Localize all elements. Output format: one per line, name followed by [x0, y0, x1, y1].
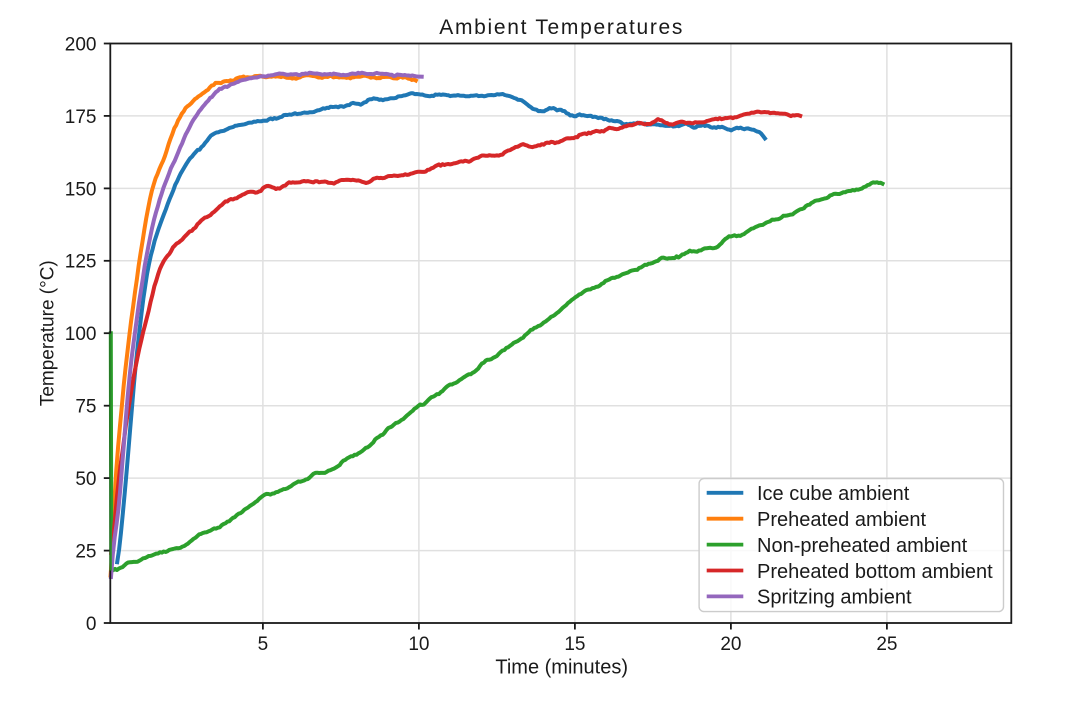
- svg-text:25: 25: [876, 634, 897, 655]
- svg-text:5: 5: [258, 634, 269, 655]
- svg-text:150: 150: [65, 179, 97, 200]
- svg-text:100: 100: [65, 324, 97, 345]
- svg-text:200: 200: [65, 34, 97, 55]
- svg-text:Non-preheated ambient: Non-preheated ambient: [757, 535, 968, 557]
- svg-text:25: 25: [75, 542, 96, 563]
- svg-text:Preheated ambient: Preheated ambient: [757, 509, 926, 531]
- svg-text:0: 0: [86, 614, 97, 635]
- svg-text:15: 15: [564, 634, 585, 655]
- svg-text:50: 50: [75, 469, 96, 490]
- svg-text:20: 20: [720, 634, 741, 655]
- svg-text:10: 10: [408, 634, 429, 655]
- svg-text:Temperature (°C): Temperature (°C): [37, 260, 58, 406]
- svg-text:Time (minutes): Time (minutes): [495, 656, 628, 678]
- svg-text:75: 75: [75, 397, 96, 418]
- svg-text:Ambient Temperatures: Ambient Temperatures: [439, 16, 684, 39]
- svg-text:125: 125: [65, 252, 97, 273]
- svg-text:175: 175: [65, 107, 97, 128]
- svg-text:Ice cube ambient: Ice cube ambient: [757, 483, 910, 505]
- svg-text:Preheated bottom ambient: Preheated bottom ambient: [757, 561, 993, 583]
- svg-text:Spritzing ambient: Spritzing ambient: [757, 587, 912, 609]
